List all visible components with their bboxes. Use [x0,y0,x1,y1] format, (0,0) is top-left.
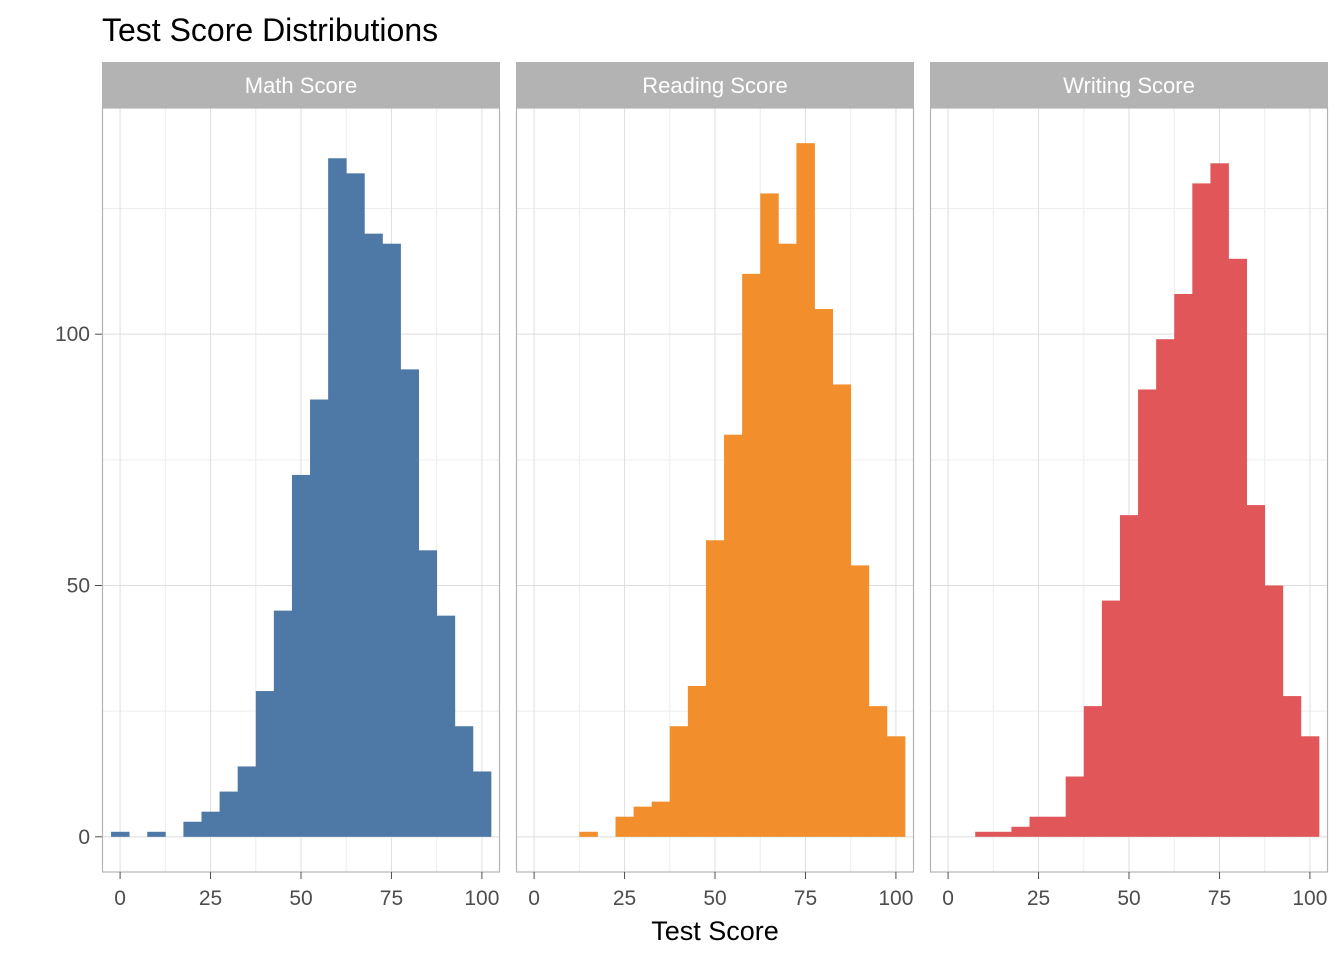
histogram-bar [651,801,671,837]
x-tick-label: 0 [114,887,126,910]
histogram-bar [1119,515,1139,837]
histogram-bar [796,143,815,837]
histogram-bar [742,273,761,837]
histogram-bar [273,610,293,837]
histogram-bar [1210,163,1229,837]
histogram-bar [1228,258,1247,837]
histogram-bar [975,831,994,837]
histogram-bar [868,706,888,837]
histogram-bar [1246,505,1266,837]
facet-panel: Math Score 0 25 50 75 100 [101,62,501,910]
x-tick-label: 100 [878,887,913,910]
y-axis: 0 50 100 [55,323,102,849]
histogram-bar [1101,600,1121,837]
histogram-bar [147,831,166,837]
histogram-bar [1029,816,1048,837]
histogram-bar [364,233,383,837]
histogram-bar [382,243,401,837]
histogram-bar [436,615,456,837]
facet-strip [516,62,914,108]
histogram-bar [1083,706,1103,837]
histogram-bar [1300,736,1320,837]
x-tick-label: 50 [1117,887,1140,910]
histogram-bar [687,686,707,837]
y-tick-label: 0 [78,826,90,849]
facet-panels: Math Score 0 25 50 75 100 Reading Score 0 25 50 75… [101,62,1329,910]
histogram-bar [669,726,689,837]
histogram-bar [615,816,634,837]
histogram-bar [633,806,653,837]
histogram-bar [291,474,311,837]
histogram-bar [111,831,130,837]
facet-strip-label: Reading Score [642,73,788,98]
x-tick-label: 25 [1027,887,1050,910]
histogram-bar [760,193,779,837]
facet-strip-label: Writing Score [1063,73,1195,98]
histogram-bar [310,399,329,837]
chart-title: Test Score Distributions [102,12,438,48]
histogram-bar [201,811,220,837]
y-tick-label: 100 [55,323,90,346]
histogram-bar [454,726,474,837]
histogram-bar [1174,293,1193,837]
histogram-bar [400,369,419,837]
facet-panel: Writing Score 0 25 50 75 100 [929,62,1329,910]
histogram-bar [183,821,202,837]
x-tick-label: 50 [289,887,312,910]
histogram-bar [472,771,492,837]
histogram-bar [579,831,598,837]
histogram-bar [1156,339,1175,837]
histogram-bar [993,831,1012,837]
x-tick-label: 50 [703,887,726,910]
facet-strip-label: Math Score [245,73,358,98]
histogram-bar [1138,389,1157,837]
histogram-bar [346,173,365,837]
histogram-bar [1065,776,1085,837]
histogram-bar [1011,826,1030,837]
facet-strip [102,62,500,108]
x-tick-label: 75 [1208,887,1231,910]
x-tick-label: 75 [794,887,817,910]
y-tick-label: 50 [67,575,90,598]
histogram-bar [778,243,797,837]
histogram-bar [328,158,347,837]
histogram-bar [1047,816,1067,837]
histogram-bar [237,766,257,837]
histogram-bar [705,540,725,837]
x-tick-label: 0 [942,887,954,910]
histogram-bar [1192,183,1211,837]
x-tick-label: 0 [528,887,540,910]
histogram-bar [886,736,906,837]
histogram-bar [219,791,239,837]
facet-strip [930,62,1328,108]
x-tick-label: 100 [1292,887,1327,910]
x-tick-label: 25 [613,887,636,910]
histogram-bar [1264,585,1284,837]
histogram-bar [814,309,833,837]
histogram-bar [832,384,852,837]
histogram-bar [418,550,438,837]
x-tick-label: 25 [199,887,222,910]
histogram-bar [1282,696,1302,837]
histogram-bar [255,691,275,837]
x-tick-label: 100 [464,887,499,910]
x-tick-label: 75 [380,887,403,910]
histogram-bar [724,434,743,837]
x-axis-title: Test Score [651,916,779,946]
histogram-bar [850,565,870,837]
facet-panel: Reading Score 0 25 50 75 100 [515,62,915,910]
